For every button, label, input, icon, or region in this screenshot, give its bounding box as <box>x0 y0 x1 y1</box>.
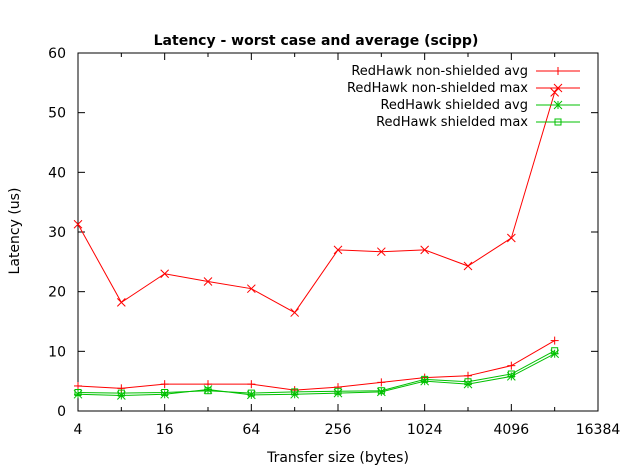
data-point-redhawk-shielded-max <box>204 387 212 395</box>
data-point-redhawk-shielded-max <box>247 389 255 397</box>
legend: RedHawk non-shielded avg RedHawk non-shie… <box>347 64 580 130</box>
series-line-redhawk-shielded-avg <box>77 353 555 396</box>
x-tick-label: 16384 <box>576 422 621 438</box>
data-point-redhawk-shielded-max <box>117 389 125 397</box>
series-line-redhawk-non-shielded-max <box>77 92 556 314</box>
y-tick-label: 40 <box>48 165 66 181</box>
legend-label-redhawk-shielded-max: RedHawk shielded max <box>376 115 528 130</box>
data-point-redhawk-shielded-max <box>421 375 429 383</box>
y-tick-label: 60 <box>48 46 66 62</box>
data-point-redhawk-non-shielded-max <box>203 277 213 286</box>
data-point-redhawk-non-shielded-max <box>463 261 473 271</box>
legend-marker-redhawk-shielded-max <box>554 118 562 126</box>
x-axis-label: Transfer size (bytes) <box>266 450 409 466</box>
series-group <box>73 88 560 400</box>
data-point-redhawk-non-shielded-max <box>116 298 126 307</box>
legend-label-redhawk-non-shielded-max: RedHawk non-shielded max <box>347 81 528 96</box>
data-point-redhawk-non-shielded-max <box>550 88 560 97</box>
axis-ticks: 4 16 64 256 1024 4096 16384 0 10 20 30 40 50 60 <box>48 46 620 438</box>
series-redhawk-shielded-max <box>74 347 559 397</box>
y-tick-label: 30 <box>48 225 66 241</box>
y-axis-label: Latency (us) <box>7 188 23 275</box>
data-point-redhawk-non-shielded-max <box>420 245 430 255</box>
data-point-redhawk-shielded-max <box>507 370 515 378</box>
data-point-redhawk-shielded-max <box>377 387 385 395</box>
data-point-redhawk-shielded-max <box>74 389 82 397</box>
y-tick-label: 10 <box>48 344 66 360</box>
x-tick-label: 64 <box>242 422 260 438</box>
series-redhawk-non-shielded-avg <box>74 336 559 395</box>
data-point-redhawk-non-shielded-max <box>246 284 256 294</box>
legend-marker-redhawk-non-shielded-max <box>553 83 563 93</box>
data-point-redhawk-shielded-max <box>334 387 342 395</box>
data-point-redhawk-shielded-max <box>161 389 169 397</box>
x-tick-label: 4 <box>74 422 83 438</box>
legend-label-redhawk-shielded-avg: RedHawk shielded avg <box>380 98 528 113</box>
y-tick-label: 50 <box>48 106 66 122</box>
data-point-redhawk-non-shielded-max <box>506 233 516 243</box>
series-line-redhawk-shielded-max <box>77 350 555 394</box>
y-tick-label: 0 <box>57 404 66 420</box>
x-tick-label: 4096 <box>494 422 530 438</box>
data-point-redhawk-non-shielded-max <box>333 245 343 255</box>
data-point-redhawk-non-shielded-max <box>376 247 386 257</box>
series-line-redhawk-non-shielded-avg <box>77 340 555 391</box>
data-point-redhawk-non-shielded-max <box>290 308 300 317</box>
series-redhawk-non-shielded-max <box>73 88 560 317</box>
chart-title: Latency - worst case and average (scipp) <box>154 33 479 49</box>
data-point-redhawk-shielded-max <box>291 388 299 396</box>
x-tick-label: 16 <box>156 422 174 438</box>
data-point-redhawk-non-shielded-max <box>160 269 170 279</box>
y-tick-label: 20 <box>48 285 66 301</box>
x-tick-label: 1024 <box>407 422 443 438</box>
legend-label-redhawk-non-shielded-avg: RedHawk non-shielded avg <box>351 64 528 79</box>
x-tick-label: 256 <box>325 422 352 438</box>
data-point-redhawk-shielded-max <box>551 347 559 355</box>
data-point-redhawk-shielded-max <box>464 378 472 386</box>
legend-marker-redhawk-shielded-avg <box>553 100 563 110</box>
data-point-redhawk-non-shielded-max <box>73 219 83 229</box>
